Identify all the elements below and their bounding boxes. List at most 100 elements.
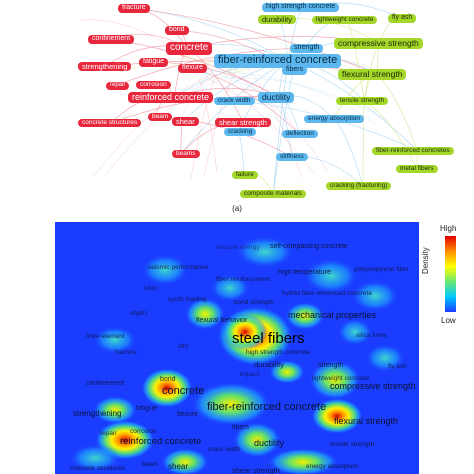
density-label-bond: bond [160,376,176,383]
network-link [376,73,418,152]
density-label-strength: strength [318,362,344,369]
density-label-flexural: flexural strength [334,416,399,426]
network-node-metal-fibers: metal fibers [396,165,438,174]
density-label-fatigue: fatigue [136,405,158,412]
density-label-fibers: fibers [232,424,250,431]
density-label-fracture-energy: fracture energy [216,244,260,251]
density-label-compressive: compressive strength [330,381,416,391]
network-node-cracking: cracking [224,128,257,137]
density-label-shear: shear [168,462,189,471]
network-node-tensile: tensile strength [336,97,389,106]
network-node-deflection: deflection [282,130,318,139]
density-label-bond-strength: bond strength [234,299,274,306]
network-link [202,70,390,122]
network-node-concrete: concrete [166,42,213,55]
density-label-high-temp: high temperature [278,269,331,276]
density-blob [93,326,137,354]
density-blob [223,314,267,350]
network-node-beams: beams [172,150,200,159]
network-node-frc: fiber-reinforced concrete [214,54,342,68]
density-blob [185,298,225,330]
density-label-concrete: concrete [162,385,205,397]
density-label-durability: durability [254,360,285,369]
density-label-silica: silica fume [356,332,387,339]
density-label-uhpc: uhpc [144,285,159,292]
density-label-concrete-structures: concrete structures [70,465,126,472]
density-label-uhpfrc: uhpfrc [130,310,149,317]
network-node-lightweight: lightweight concrete [312,16,378,25]
network-node-strength: strength [290,44,324,53]
density-label-fracture: fracture [115,349,138,356]
network-link [235,79,279,123]
network-link [133,7,378,75]
network-link [196,72,292,120]
density-blob [235,236,295,268]
density-blob [285,302,325,330]
network-node-ductility: ductility [258,92,295,103]
network-node-fatigue: fatigue [139,58,169,67]
network-link [272,70,294,194]
colorbar [445,236,456,312]
network-node-repair: repair [106,82,130,90]
density-label-ductility: ductility [254,438,285,448]
density-label-sfrc: sfrc [178,343,189,350]
density-blob [309,360,361,400]
network-link [198,78,218,174]
network-node-corrosion: corrosion [136,81,171,90]
network-node-frc2: fiber-reinforced concretes [372,147,454,156]
colorbar-high-label: High [440,224,457,233]
network-node-strengthening: strengthening [78,62,132,72]
density-label-scc: self-compacting concrete [270,243,348,250]
density-label-rc: reinforced concrete [120,436,202,447]
density-label-fiber-reinf: fiber reinforcement [216,276,271,283]
network-link [203,65,239,177]
network-node-durability: durability [258,15,297,25]
network-node-flexural: flexural strength [338,69,407,80]
density-blob [69,444,121,472]
network-node-fly-ash: fly ash [388,14,417,23]
density-label-strengthening: strengthening [73,409,122,418]
density-label-flex-behavior: flexural behavior [196,317,248,324]
panel-a-caption: (a) [232,204,242,213]
density-label-repair: repair [100,430,117,437]
density-blob [210,274,250,302]
density-label-impact: impact [240,371,260,378]
network-link [362,100,365,186]
network-link [237,131,245,175]
density-label-confinement: confinement [86,380,125,387]
density-blob [365,344,405,372]
density-label-steel-fibers: steel fibers [232,330,305,347]
density-blob [269,360,305,384]
density-label-frc: fiber-reinforced concrete [207,401,327,413]
density-blobs [69,236,405,474]
network-link [115,47,306,86]
network-link [333,118,364,186]
density-label-lwc: lightweight concrete [312,375,370,382]
network-node-fibers: fibers [282,66,308,75]
density-blob [233,422,281,458]
network-link [214,66,266,126]
network-link [346,19,365,101]
network-node-shear: shear [172,117,199,127]
density-blob [337,318,373,346]
density-label-shear-strength: shear strength [232,466,280,474]
network-node-crack-width: crack width [214,97,255,106]
network-node-stiffness: stiffness [276,153,308,162]
network-link [241,77,377,125]
colorbar-title: Density [421,247,430,274]
density-label-fly-ash: fly ash [388,363,407,370]
density-blob [191,382,271,426]
network-node-composite: composite materials [240,190,306,199]
network-node-shear-strength: shear strength [215,118,271,128]
density-label-crack-width: crack width [208,446,241,453]
density-label-fem: finite element [86,333,125,340]
density-blob [141,368,193,408]
density-label-beam: beam [142,461,159,468]
network-node-bond: bond [165,26,189,35]
density-blob [93,396,137,424]
network-node-cracking-fr: cracking (fracturing) [326,182,392,191]
network-node-beam: beam [148,113,173,122]
network-node-confinement: confinement [88,35,135,44]
density-label-cyclic: cyclic loading [168,296,207,303]
network-node-concrete-structures: concrete structures [78,119,142,128]
